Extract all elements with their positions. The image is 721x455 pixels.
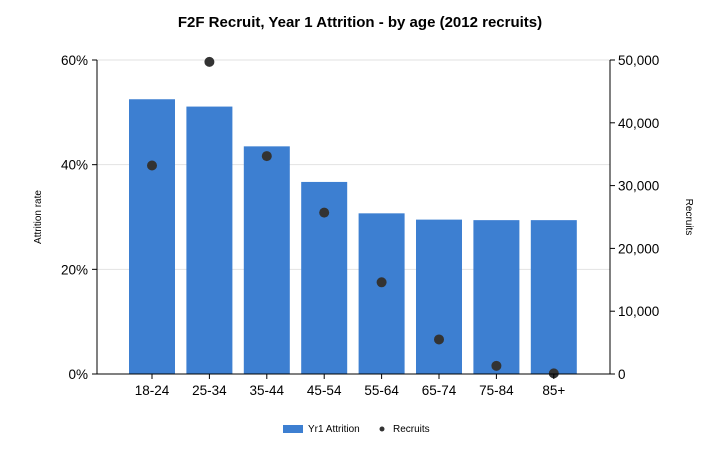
y-right-tick-label: 50,000 <box>618 53 659 68</box>
recruits-point-85+ <box>548 368 559 379</box>
x-axis-ticks: 18-24 25-34 35-44 45-54 55-64 65-74 75-84 85+ <box>135 374 565 398</box>
x-tick-label: 45-54 <box>307 383 342 398</box>
recruits-point-18-24 <box>147 160 157 171</box>
chart-title: F2F Recruit, Year 1 Attrition - by age (… <box>178 14 542 31</box>
legend-label-recruits: Recruits <box>393 424 430 435</box>
bar-55-64 <box>358 213 405 374</box>
legend: Yr1 Attrition Recruits <box>283 424 430 435</box>
x-tick-label: 65-74 <box>422 383 457 398</box>
right-axis-ticks: 0 10,000 20,000 30,000 40,000 50,000 <box>610 53 659 382</box>
y-right-tick-label: 20,000 <box>618 241 659 256</box>
recruits-point-25-34 <box>204 56 215 67</box>
y-right-tick-label: 40,000 <box>618 116 659 131</box>
legend-swatch-attrition <box>283 425 303 433</box>
recruits-point-75-84 <box>491 360 502 371</box>
bar-25-34 <box>186 106 233 375</box>
x-tick-label: 18-24 <box>135 383 170 398</box>
bar-65-74 <box>416 219 462 374</box>
recruits-point-35-44 <box>261 151 272 162</box>
legend-label-attrition: Yr1 Attrition <box>308 424 360 435</box>
gridlines <box>97 59 610 270</box>
y-right-tick-label: 30,000 <box>618 179 659 194</box>
x-tick-label: 75-84 <box>479 383 514 398</box>
x-tick-label: 25-34 <box>192 383 227 398</box>
points <box>147 56 559 379</box>
recruits-point-65-74 <box>434 334 444 345</box>
y-left-tick-label: 40% <box>61 158 88 173</box>
left-axis-ticks: 0% 20% 40% 60% <box>61 53 97 382</box>
x-tick-label: 35-44 <box>250 383 285 398</box>
recruits-point-55-64 <box>376 277 387 288</box>
bar-75-84 <box>473 220 520 374</box>
bar-85+ <box>530 220 577 374</box>
bars <box>129 99 577 375</box>
x-tick-label: 85+ <box>542 383 565 398</box>
y-left-axis-title: Attrition rate <box>33 190 44 244</box>
bar-35-44 <box>243 146 290 374</box>
y-left-tick-label: 60% <box>61 53 88 68</box>
x-tick-label: 55-64 <box>364 383 399 398</box>
y-right-tick-label: 0 <box>618 367 626 382</box>
y-left-tick-label: 20% <box>61 262 88 277</box>
y-left-tick-label: 0% <box>68 367 88 382</box>
recruits-point-45-54 <box>319 207 330 218</box>
y-right-tick-label: 10,000 <box>618 304 659 319</box>
bar-18-24 <box>129 99 175 374</box>
y-right-axis-title: Recruits <box>683 199 694 236</box>
legend-marker-recruits <box>379 426 385 432</box>
